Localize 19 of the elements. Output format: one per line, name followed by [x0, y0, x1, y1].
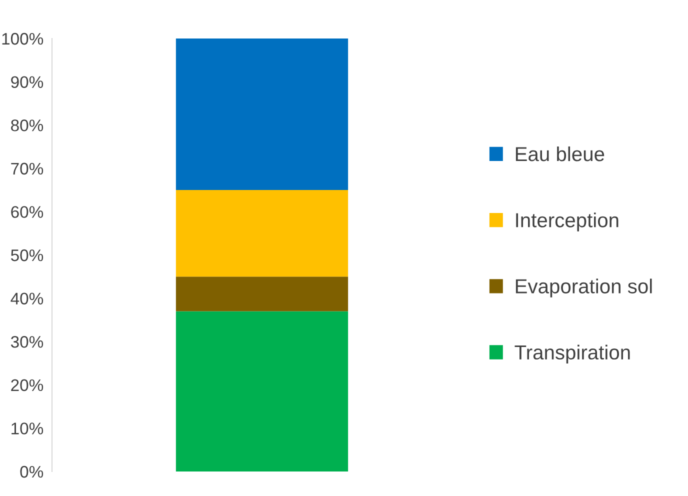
- y-tick-label: 10%: [12, 422, 44, 434]
- y-tick-label: 40%: [10, 292, 44, 305]
- y-tick-label: 50%: [10, 249, 44, 262]
- y-tick-label: 60%: [11, 206, 44, 218]
- y-tick-label: 80%: [11, 120, 44, 132]
- legend-label: Interception: [516, 212, 618, 232]
- y-tick-label: 0%: [20, 466, 44, 478]
- y-tick-label: 90%: [11, 76, 44, 88]
- bar: [176, 38, 348, 190]
- y-tick-label: 70%: [11, 162, 44, 175]
- y-tick-label: 100%: [2, 32, 44, 45]
- y-tick-label: 30%: [10, 336, 44, 348]
- bar: [176, 311, 348, 472]
- legend-label: Eau bleue: [516, 146, 604, 162]
- legend-label: Evaporation sol: [516, 278, 652, 298]
- legend-label: Transpiration: [514, 344, 630, 364]
- bar: [176, 276, 348, 312]
- y-tick-label: 20%: [11, 379, 44, 392]
- bar: [176, 190, 348, 277]
